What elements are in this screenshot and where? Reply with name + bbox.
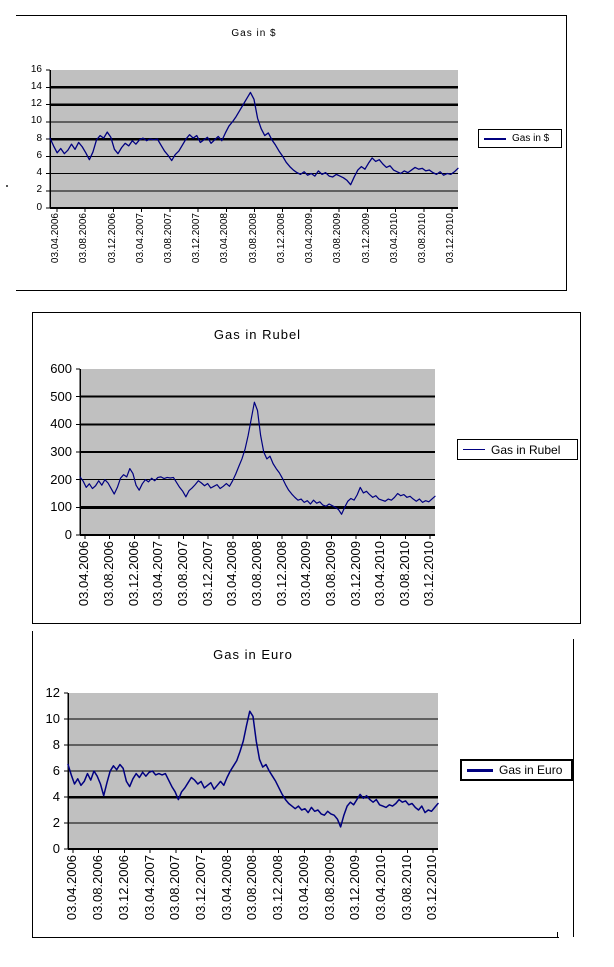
x-axis-tick-label: 03.12.2009 bbox=[347, 855, 363, 921]
x-axis-tick-label: 03.12.2007 bbox=[191, 213, 203, 264]
y-axis-tick-label: 0 bbox=[64, 526, 72, 542]
y-axis-tick-label: 10 bbox=[30, 115, 42, 127]
x-axis-tick-label: 03.04.2010 bbox=[373, 855, 389, 921]
y-axis-tick-label: 400 bbox=[50, 416, 72, 432]
x-axis-tick-label: 03.04.2009 bbox=[295, 855, 311, 921]
x-axis-tick-label: 03.08.2007 bbox=[167, 855, 183, 921]
y-axis-tick-label: 500 bbox=[50, 388, 72, 404]
x-axis-tick-label: 03.12.2008 bbox=[270, 855, 286, 921]
x-axis-tick-label: 03.12.2007 bbox=[193, 855, 209, 921]
y-axis-tick-label: 600 bbox=[50, 360, 72, 376]
x-axis-tick-label: 03.12.2007 bbox=[199, 541, 215, 607]
x-axis-tick-label: 03.04.2010 bbox=[372, 541, 388, 607]
x-axis-tick-label: 03.08.2006 bbox=[90, 855, 106, 921]
chart3-outer-right-border bbox=[573, 639, 574, 937]
x-axis-tick-label: 03.04.2006 bbox=[64, 855, 80, 921]
y-axis-tick-label: 12 bbox=[45, 684, 60, 700]
legend-line-sample bbox=[463, 449, 485, 450]
y-axis-tick-label: 4 bbox=[52, 788, 60, 804]
x-axis-tick-label: 03.12.2006 bbox=[115, 855, 131, 921]
legend: Gas in Euro bbox=[460, 759, 573, 781]
y-axis-tick-label: 14 bbox=[30, 80, 42, 92]
x-axis-tick-label: 03.12.2009 bbox=[360, 213, 372, 264]
chart-title: Gas in Rubel bbox=[213, 327, 302, 342]
y-axis-tick-label: 100 bbox=[50, 499, 72, 515]
x-axis-tick-label: 03.12.2010 bbox=[421, 541, 437, 607]
plot-area bbox=[76, 368, 436, 539]
x-axis-tick-label: 03.12.2006 bbox=[125, 541, 141, 607]
x-axis-tick-label: 03.04.2008 bbox=[219, 213, 231, 264]
y-axis-tick-label: 0 bbox=[52, 840, 60, 856]
x-axis-tick-label: 03.12.2008 bbox=[273, 541, 289, 607]
y-axis-tick-label: 8 bbox=[36, 132, 42, 144]
legend: Gas in $ bbox=[478, 129, 562, 148]
stray-dot-artifact bbox=[6, 185, 8, 187]
x-axis-tick-label: 03.08.2006 bbox=[101, 541, 117, 607]
chart-gas-in-dollar: Gas in $ 16 14 12 10 8 6 4 2 0 03.04.2006 03.08.2… bbox=[16, 15, 567, 291]
x-axis-tick-label: 03.12.2010 bbox=[424, 855, 440, 921]
x-axis-tick-label: 03.08.2008 bbox=[244, 855, 260, 921]
x-axis-tick-label: 03.08.2008 bbox=[247, 213, 259, 264]
x-axis-tick-label: 03.12.2009 bbox=[347, 541, 363, 607]
y-axis-tick-label: 2 bbox=[36, 184, 42, 196]
y-axis-tick-label: 0 bbox=[36, 201, 42, 213]
x-axis-tick-label: 03.08.2009 bbox=[332, 213, 344, 264]
chart3-bottom-corner-stub bbox=[557, 932, 558, 937]
y-axis-tick-label: 6 bbox=[36, 149, 42, 161]
y-axis-tick-label: 6 bbox=[52, 762, 60, 778]
x-axis-tick-label: 03.08.2008 bbox=[248, 541, 264, 607]
y-axis-tick-label: 300 bbox=[50, 443, 72, 459]
x-axis-tick-label: 03.04.2006 bbox=[50, 213, 62, 264]
y-axis-tick-label: 200 bbox=[50, 471, 72, 487]
legend-label: Gas in Rubel bbox=[491, 442, 561, 457]
x-axis-tick-label: 03.08.2007 bbox=[163, 213, 175, 264]
x-axis-tick-label: 03.04.2010 bbox=[388, 213, 400, 264]
x-axis-tick-label: 03.04.2006 bbox=[76, 541, 92, 607]
x-axis-tick-label: 03.12.2010 bbox=[445, 213, 457, 264]
x-axis-tick-label: 03.04.2007 bbox=[141, 855, 157, 921]
x-axis-tick-label: 03.08.2006 bbox=[78, 213, 90, 264]
x-axis-tick-label: 03.04.2009 bbox=[304, 213, 316, 264]
plot-area bbox=[46, 69, 459, 212]
legend-label: Gas in $ bbox=[512, 132, 550, 144]
x-axis-tick-label: 03.04.2009 bbox=[298, 541, 314, 607]
legend: Gas in Rubel bbox=[457, 439, 578, 460]
chart-gas-in-rubel: Gas in Rubel 600 500 400 300 200 100 0 03.04.2… bbox=[32, 312, 581, 624]
x-axis-tick-label: 03.08.2007 bbox=[175, 541, 191, 607]
chart-title: Gas in Euro bbox=[213, 647, 293, 662]
chart-title: Gas in $ bbox=[231, 28, 277, 39]
y-axis-tick-label: 16 bbox=[30, 63, 42, 75]
y-axis-tick-label: 12 bbox=[30, 98, 42, 109]
x-axis-tick-label: 03.12.2008 bbox=[275, 213, 287, 264]
legend-line-sample bbox=[484, 137, 506, 140]
legend-label: Gas in Euro bbox=[499, 763, 563, 777]
x-axis-tick-label: 03.04.2007 bbox=[134, 213, 146, 264]
legend-line-sample bbox=[467, 768, 493, 772]
y-axis-tick-label: 10 bbox=[45, 710, 60, 726]
x-axis-tick-label: 03.04.2008 bbox=[218, 855, 234, 921]
y-axis-tick-label: 2 bbox=[52, 814, 60, 830]
x-axis-tick-label: 03.12.2006 bbox=[106, 213, 118, 264]
plot-area bbox=[64, 692, 439, 853]
x-axis-tick-label: 03.04.2008 bbox=[224, 541, 240, 607]
x-axis-tick-label: 03.04.2007 bbox=[150, 541, 166, 607]
x-axis-tick-label: 03.08.2009 bbox=[322, 541, 338, 607]
chart-gas-in-euro: Gas in Euro 12 10 8 6 4 2 0 03.04.2006 03.08.20… bbox=[32, 631, 573, 938]
y-axis-tick-label: 4 bbox=[36, 167, 42, 178]
x-axis-tick-label: 03.08.2010 bbox=[396, 541, 412, 607]
x-axis-tick-label: 03.08.2009 bbox=[321, 855, 337, 921]
y-axis-tick-label: 8 bbox=[52, 736, 60, 752]
x-axis-tick-label: 03.08.2010 bbox=[416, 213, 428, 264]
x-axis-tick-label: 03.08.2010 bbox=[398, 855, 414, 921]
